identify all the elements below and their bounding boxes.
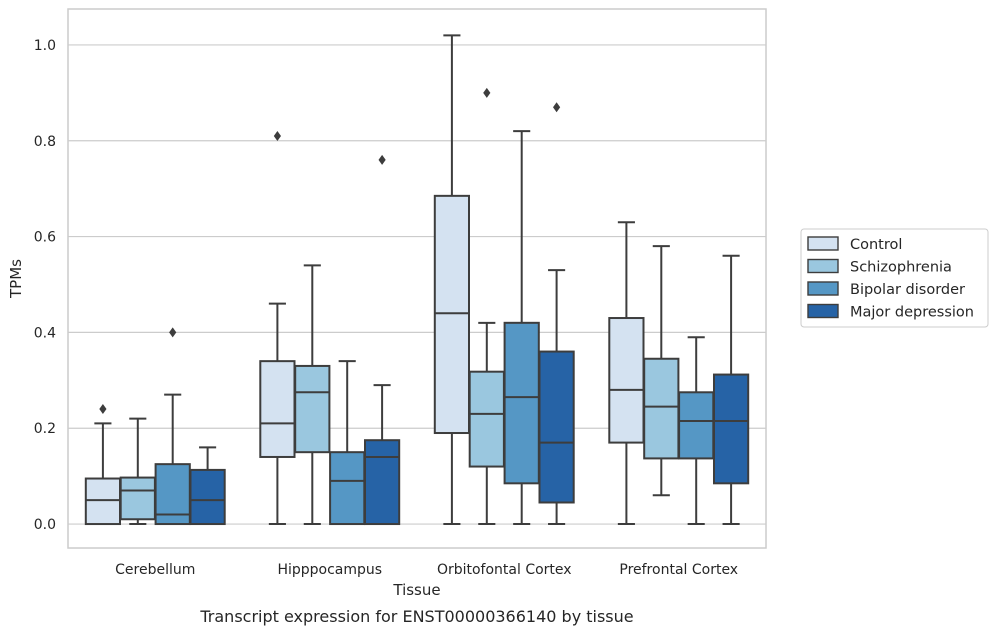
- x-axis-ticks: Cerebellum Hipppocampus Orbitofontal Corte…: [115, 562, 738, 578]
- box-plot-marks: [84, 34, 750, 526]
- box-iqr: [119, 476, 156, 521]
- box-0-3: [189, 446, 226, 526]
- legend-label: Bipolar disorder: [850, 282, 965, 298]
- box-iqr: [259, 360, 296, 458]
- legend-label: Major depression: [850, 305, 974, 321]
- box-2-0: [433, 34, 471, 526]
- box-1-2: [329, 360, 366, 526]
- y-tick-label: 1.0: [34, 38, 56, 54]
- legend-label: Control: [850, 237, 902, 253]
- y-axis-ticks: 0.0 0.2 0.4 0.6 0.8 1.0: [34, 38, 56, 533]
- legend-swatch: [807, 303, 839, 319]
- x-tick-label: Prefrontal Cortex: [619, 562, 738, 578]
- box-iqr: [643, 357, 680, 460]
- box-3-2: [678, 336, 715, 526]
- x-tick-label: Orbitofontal Cortex: [437, 562, 572, 578]
- box-iqr: [363, 439, 401, 526]
- box-2-1: [468, 87, 505, 526]
- outlier-point: [169, 327, 177, 338]
- x-tick-label: Hipppocampus: [277, 562, 382, 578]
- outlier-point: [99, 404, 107, 415]
- outlier-point: [483, 87, 491, 98]
- legend-swatch: [807, 281, 839, 296]
- box-2-3: [538, 102, 575, 526]
- y-tick-label: 0.2: [34, 421, 56, 437]
- box-iqr: [84, 477, 122, 526]
- box-iqr: [712, 373, 750, 485]
- outlier-point: [273, 130, 281, 141]
- legend-swatch: [807, 236, 839, 251]
- box-iqr: [189, 468, 226, 526]
- box-iqr: [538, 350, 575, 504]
- outlier-point: [378, 154, 386, 165]
- box-iqr: [329, 451, 366, 526]
- legend-swatch: [807, 258, 839, 274]
- outlier-point: [553, 102, 561, 113]
- y-tick-label: 0.0: [34, 517, 56, 533]
- box-2-2: [503, 130, 540, 526]
- box-iqr: [468, 370, 505, 468]
- box-1-1: [294, 264, 331, 526]
- plot-frame: [67, 8, 767, 549]
- box-iqr: [294, 364, 331, 454]
- box-0-0: [84, 404, 122, 526]
- box-3-3: [712, 254, 750, 526]
- box-3-0: [608, 221, 645, 526]
- legend: Control Schizophrenia Bipolar disorder Majo…: [800, 228, 989, 328]
- box-1-3: [363, 154, 401, 526]
- box-1-0: [259, 130, 296, 526]
- box-iqr: [678, 391, 715, 460]
- y-axis-label: TPMs: [7, 259, 25, 299]
- y-tick-label: 0.6: [34, 230, 56, 246]
- y-tick-label: 0.8: [34, 134, 56, 150]
- box-iqr: [433, 194, 471, 435]
- legend-label: Schizophrenia: [850, 260, 952, 276]
- box-0-2: [154, 327, 191, 526]
- box-3-1: [643, 245, 680, 497]
- chart-caption: Transcript expression for ENST0000036614…: [199, 607, 633, 626]
- y-gridlines: [68, 44, 766, 525]
- x-axis-label: Tissue: [392, 581, 440, 599]
- box-0-1: [119, 417, 156, 526]
- legend-frame: [800, 228, 989, 328]
- y-tick-label: 0.4: [34, 325, 56, 341]
- x-tick-label: Cerebellum: [115, 562, 195, 578]
- box-iqr: [503, 321, 540, 485]
- box-iqr: [608, 317, 645, 444]
